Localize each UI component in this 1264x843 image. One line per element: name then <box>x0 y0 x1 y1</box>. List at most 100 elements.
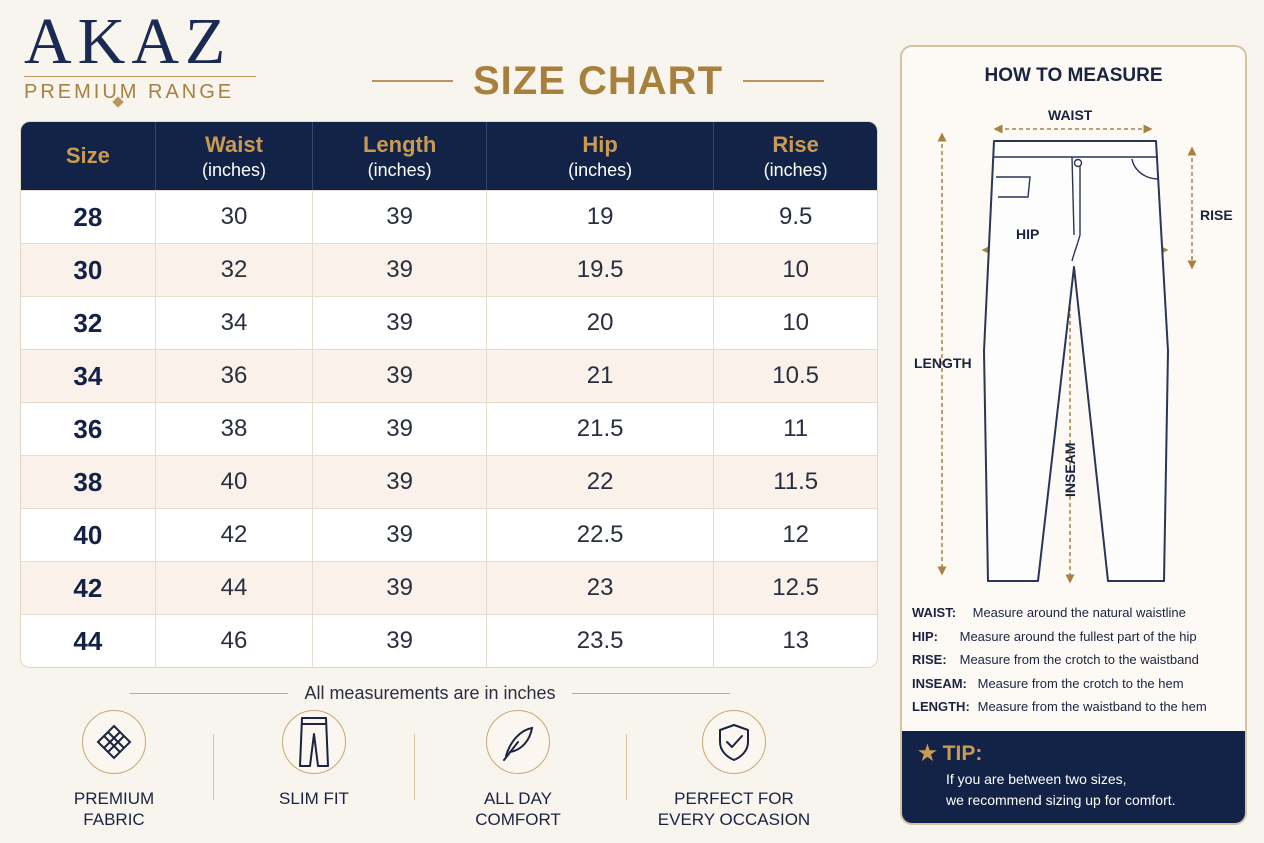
feature-slim-fit: SLIM FIT <box>234 706 394 809</box>
header-hip: Hip (inches) <box>486 122 715 190</box>
waist-cell: 42 <box>155 508 314 561</box>
header-label: Length <box>362 131 437 157</box>
header-size: Size <box>21 122 156 190</box>
size-cell: 44 <box>21 614 156 667</box>
label-inseam: INSEAM <box>1062 442 1078 497</box>
header-unit: (inches) <box>763 159 828 180</box>
tip-text-line2: we recommend sizing up for comfort. <box>946 792 1176 808</box>
star-icon: ★ <box>918 742 937 765</box>
page-title: SIZE CHART <box>473 58 723 103</box>
hip-cell: 21.5 <box>486 402 715 455</box>
definition-item: INSEAM: Measure from the crotch to the h… <box>912 672 1242 696</box>
label-rise: RISE <box>1200 207 1233 223</box>
label-length: LENGTH <box>914 355 972 371</box>
size-cell: 34 <box>21 349 156 402</box>
definition-text: Measure around the natural waistline <box>972 605 1186 620</box>
label-hip: HIP <box>1016 226 1040 242</box>
hip-cell: 19 <box>486 190 715 243</box>
hip-cell: 23.5 <box>486 614 715 667</box>
length-cell: 39 <box>313 296 487 349</box>
length-cell: 39 <box>313 508 487 561</box>
title-rule-right <box>743 80 824 82</box>
table-row: 38 40 39 22 11.5 <box>21 455 877 508</box>
waist-cell: 30 <box>155 190 314 243</box>
rise-cell: 11 <box>714 402 877 455</box>
table-row: 40 42 39 22.5 12 <box>21 508 877 561</box>
waist-cell: 38 <box>155 402 314 455</box>
definition-term: HIP: <box>912 628 938 644</box>
table-row: 30 32 39 19.5 10 <box>21 243 877 296</box>
rise-cell: 12.5 <box>714 561 877 614</box>
size-cell: 40 <box>21 508 156 561</box>
how-to-measure-panel: HOW TO MEASURE WAIST RISE HIP LENGTH <box>900 45 1247 825</box>
note-rule-right <box>571 692 730 694</box>
size-cell: 42 <box>21 561 156 614</box>
waist-cell: 44 <box>155 561 314 614</box>
brand-tagline: PREMIUM RANGE <box>24 76 256 104</box>
definition-term: WAIST: <box>912 605 957 620</box>
table-row: 34 36 39 21 10.5 <box>21 349 877 402</box>
hip-cell: 23 <box>486 561 715 614</box>
label-waist: WAIST <box>1048 107 1093 123</box>
title-block: SIZE CHART <box>372 58 824 104</box>
definition-text: Measure from the crotch to the waistband <box>959 652 1199 667</box>
size-cell: 30 <box>21 243 156 296</box>
brand-logo: AKAZ PREMIUM RANGE <box>24 8 264 104</box>
rise-cell: 13 <box>714 614 877 667</box>
rise-cell: 10.5 <box>714 349 877 402</box>
panel-title: HOW TO MEASURE <box>984 65 1163 86</box>
length-cell: 39 <box>313 349 487 402</box>
header-waist: Waist (inches) <box>155 122 314 190</box>
feature-label: PERFECT FOR EVERY OCCASION <box>657 789 811 829</box>
header-label: Rise <box>772 131 819 157</box>
definition-text: Measure from the waistband to the hem <box>977 699 1207 714</box>
tip-box: ★ TIP: If you are between two sizes, we … <box>902 731 1245 823</box>
definition-term: INSEAM: <box>912 675 967 691</box>
definition-text: Measure from the crotch to the hem <box>977 675 1184 691</box>
size-cell: 36 <box>21 402 156 455</box>
hip-cell: 22 <box>486 455 715 508</box>
length-cell: 39 <box>313 402 487 455</box>
definition-term: LENGTH: <box>912 699 970 714</box>
length-cell: 39 <box>313 243 487 296</box>
length-cell: 39 <box>313 561 487 614</box>
hip-cell: 19.5 <box>486 243 715 296</box>
size-cell: 28 <box>21 190 156 243</box>
table-row: 44 46 39 23.5 13 <box>21 614 877 667</box>
table-row: 42 44 39 23 12.5 <box>21 561 877 614</box>
feature-divider <box>213 734 214 800</box>
brand-name: AKAZ <box>24 5 232 78</box>
shield-check-icon <box>702 710 766 774</box>
jeans-diagram <box>937 124 1197 584</box>
feature-every-occasion: PERFECT FOR EVERY OCCASION <box>654 706 814 830</box>
header-label: Size <box>65 143 110 168</box>
feature-divider <box>414 734 415 800</box>
table-row: 28 30 39 19 9.5 <box>21 190 877 243</box>
hip-cell: 22.5 <box>486 508 715 561</box>
jeans-icon <box>282 710 346 774</box>
feature-all-day-comfort: ALL DAY COMFORT <box>438 706 598 830</box>
feather-icon <box>486 710 550 774</box>
table-row: 36 38 39 21.5 11 <box>21 402 877 455</box>
hip-cell: 21 <box>486 349 715 402</box>
waist-cell: 36 <box>155 349 314 402</box>
definition-text: Measure around the fullest part of the h… <box>959 628 1197 644</box>
rise-cell: 11.5 <box>714 455 877 508</box>
feature-label: SLIM FIT <box>279 789 349 808</box>
note-rule-left <box>130 692 289 694</box>
waist-cell: 40 <box>155 455 314 508</box>
rise-cell: 9.5 <box>714 190 877 243</box>
rise-cell: 10 <box>714 243 877 296</box>
measurement-definitions: WAIST: Measure around the natural waistl… <box>912 601 1242 719</box>
table-row: 32 34 39 20 10 <box>21 296 877 349</box>
length-cell: 39 <box>313 455 487 508</box>
size-cell: 32 <box>21 296 156 349</box>
definition-item: HIP: Measure around the fullest part of … <box>912 625 1242 649</box>
size-cell: 38 <box>21 455 156 508</box>
feature-premium-fabric: PREMIUM FABRIC <box>34 706 194 830</box>
feature-divider <box>626 734 627 800</box>
feature-label: PREMIUM FABRIC <box>73 789 155 829</box>
waist-cell: 34 <box>155 296 314 349</box>
header-unit: (inches) <box>201 159 266 180</box>
note-text: All measurements are in inches <box>304 682 556 703</box>
